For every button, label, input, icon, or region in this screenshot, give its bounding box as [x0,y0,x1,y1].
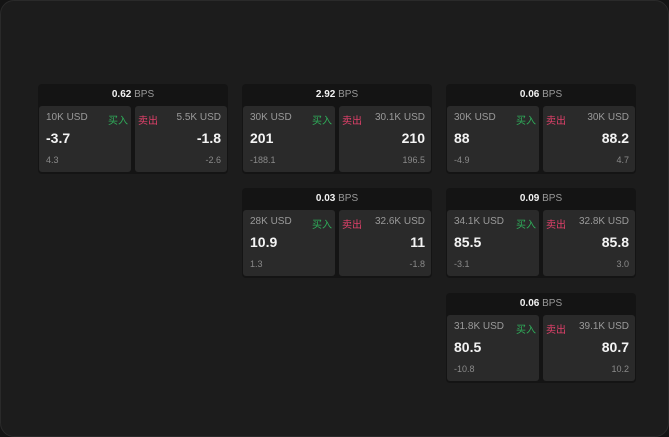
buy-price: 85.5 [454,234,482,250]
buy-side[interactable]: 34.1K USD 买入 85.5 -3.1 [447,210,539,276]
sell-change: 196.5 [402,155,425,165]
spread-header: 0.06 BPS [446,84,636,106]
buy-side[interactable]: 30K USD 买入 201 -188.1 [243,106,335,172]
buy-change: -188.1 [250,155,276,165]
buy-quantity: 10K USD [46,112,88,123]
sell-label: 卖出 [546,325,566,336]
sell-change: 4.7 [616,155,629,165]
sell-label: 卖出 [138,116,158,127]
spread-header: 0.09 BPS [446,188,636,210]
sell-side[interactable]: 32.8K USD 卖出 85.8 3.0 [543,210,635,276]
buy-quantity: 34.1K USD [454,216,505,227]
buy-side[interactable]: 10K USD 买入 -3.7 4.3 [39,106,131,172]
buy-label: 买入 [312,220,332,231]
spread-header: 0.62 BPS [38,84,228,106]
buy-price: -3.7 [46,130,71,146]
sell-quantity: 5.5K USD [176,112,221,123]
sell-change: 3.0 [616,259,629,269]
buy-change: -10.8 [454,364,475,374]
spread-unit: BPS [338,193,359,204]
buy-quantity: 31.8K USD [454,321,505,332]
sell-label: 卖出 [546,220,566,231]
quote-card: 0.09 BPS 34.1K USD 买入 85.5 -3.1 32.8K US… [446,188,636,278]
sell-side[interactable]: 39.1K USD 卖出 80.7 10.2 [543,315,635,381]
buy-change: 4.3 [46,155,59,165]
spread-unit: BPS [542,193,563,204]
spread-unit: BPS [338,89,359,100]
buy-quantity: 30K USD [454,112,496,123]
buy-label: 买入 [312,116,332,127]
sell-price: 80.7 [601,339,629,355]
spread-value: 0.09 [519,193,540,204]
sell-side[interactable]: 5.5K USD 卖出 -1.8 -2.6 [135,106,227,172]
quote-card: 2.92 BPS 30K USD 买入 201 -188.1 30.1K USD… [242,84,432,174]
sell-quantity: 32.8K USD [578,216,629,227]
spread-value: 0.03 [315,193,336,204]
sell-price: 210 [401,130,425,146]
buy-price: 88 [454,130,470,146]
sell-price: -1.8 [196,130,221,146]
spread-value: 0.62 [111,89,132,100]
sell-quantity: 30.1K USD [374,112,425,123]
sell-quantity: 39.1K USD [578,321,629,332]
spread-value: 2.92 [315,89,336,100]
buy-change: 1.3 [250,259,263,269]
sell-change: 10.2 [611,364,629,374]
sell-change: -2.6 [205,155,221,165]
buy-quantity: 30K USD [250,112,292,123]
buy-change: -4.9 [454,155,470,165]
spread-unit: BPS [134,89,155,100]
sell-label: 卖出 [546,116,566,127]
quote-card: 0.03 BPS 28K USD 买入 10.9 1.3 32.6K USD 卖… [242,188,432,278]
buy-price: 201 [250,130,274,146]
quote-card: 0.06 BPS 31.8K USD 买入 80.5 -10.8 39.1K U… [446,293,636,383]
sell-label: 卖出 [342,116,362,127]
spread-unit: BPS [542,89,563,100]
buy-side[interactable]: 30K USD 买入 88 -4.9 [447,106,539,172]
spread-unit: BPS [542,298,563,309]
spread-header: 2.92 BPS [242,84,432,106]
sell-price: 85.8 [601,234,629,250]
buy-change: -3.1 [454,259,470,269]
sell-price: 88.2 [601,130,629,146]
sell-side[interactable]: 32.6K USD 卖出 11 -1.8 [339,210,431,276]
sell-quantity: 32.6K USD [374,216,425,227]
spread-header: 0.03 BPS [242,188,432,210]
buy-label: 买入 [516,220,536,231]
spread-header: 0.06 BPS [446,293,636,315]
quote-card: 0.62 BPS 10K USD 买入 -3.7 4.3 5.5K USD 卖出… [38,84,228,174]
spread-value: 0.06 [519,298,540,309]
sell-side[interactable]: 30.1K USD 卖出 210 196.5 [339,106,431,172]
sell-price: 11 [410,234,425,250]
buy-label: 买入 [516,116,536,127]
sell-quantity: 30K USD [587,112,629,123]
sell-side[interactable]: 30K USD 卖出 88.2 4.7 [543,106,635,172]
buy-side[interactable]: 28K USD 买入 10.9 1.3 [243,210,335,276]
spread-value: 0.06 [519,89,540,100]
buy-price: 80.5 [454,339,482,355]
buy-quantity: 28K USD [250,216,292,227]
buy-side[interactable]: 31.8K USD 买入 80.5 -10.8 [447,315,539,381]
quote-card: 0.06 BPS 30K USD 买入 88 -4.9 30K USD 卖出 8… [446,84,636,174]
buy-label: 买入 [108,116,128,127]
sell-label: 卖出 [342,220,362,231]
buy-label: 买入 [516,325,536,336]
buy-price: 10.9 [250,234,278,250]
sell-change: -1.8 [409,259,425,269]
